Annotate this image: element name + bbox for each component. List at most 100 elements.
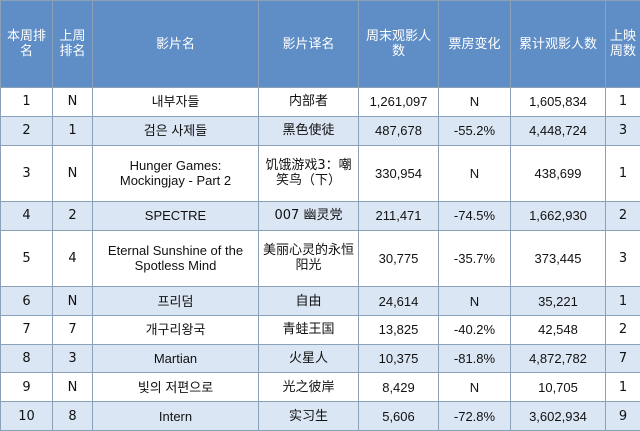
cell-title-cn: 美丽心灵的永恒阳光 (258, 229, 359, 288)
header-total-admissions: 累计观影人数 (510, 0, 606, 88)
cell-title: 프리덤 (92, 286, 259, 316)
cell-prev-rank: 7 (52, 314, 93, 345)
cell-total-admissions: 3,602,934 (510, 401, 606, 431)
header-weeks: 上映周数 (605, 0, 640, 88)
cell-title: 내부자들 (92, 87, 259, 117)
cell-prev-rank: N (52, 286, 93, 316)
cell-total-admissions: 10,705 (510, 372, 606, 403)
cell-title-cn: 青蛙王国 (258, 314, 359, 345)
cell-rank: 6 (0, 286, 53, 316)
cell-change: -72.8% (438, 401, 511, 431)
cell-title: 빛의 저편으로 (92, 372, 259, 403)
table-row: 7 7 개구리왕국 青蛙王国 13,825 -40.2% 42,548 2 (0, 314, 640, 345)
cell-title-cn: 黑色使徒 (258, 115, 359, 146)
cell-total-admissions: 438,699 (510, 144, 606, 202)
cell-weekend-admissions: 487,678 (358, 115, 439, 146)
cell-weekend-admissions: 24,614 (358, 286, 439, 316)
cell-weekend-admissions: 1,261,097 (358, 87, 439, 117)
header-title: 影片名 (92, 0, 259, 88)
table-row: 3 N Hunger Games: Mockingjay - Part 2 饥饿游戏3… (0, 144, 640, 202)
cell-prev-rank: N (52, 87, 93, 117)
cell-rank: 10 (0, 401, 53, 431)
cell-title: Martian (92, 343, 259, 374)
header-prev-rank: 上周排名 (52, 0, 93, 88)
cell-total-admissions: 42,548 (510, 314, 606, 345)
cell-rank: 5 (0, 229, 53, 288)
cell-rank: 4 (0, 200, 53, 231)
cell-change: N (438, 87, 511, 117)
cell-title: SPECTRE (92, 200, 259, 231)
cell-weeks: 1 (605, 372, 640, 403)
cell-weekend-admissions: 10,375 (358, 343, 439, 374)
cell-change: -74.5% (438, 200, 511, 231)
cell-change: N (438, 372, 511, 403)
cell-weeks: 1 (605, 286, 640, 316)
cell-total-admissions: 4,872,782 (510, 343, 606, 374)
cell-weeks: 2 (605, 314, 640, 345)
cell-title-cn: 饥饿游戏3：嘲笑鸟（下） (258, 144, 359, 202)
cell-total-admissions: 1,605,834 (510, 87, 606, 117)
table-row: 2 1 검은 사제들 黑色使徒 487,678 -55.2% 4,448,724 3 (0, 115, 640, 146)
cell-weekend-admissions: 8,429 (358, 372, 439, 403)
cell-title: Eternal Sunshine of the Spotless Mind (92, 229, 259, 288)
table-row: 6 N 프리덤 自由 24,614 N 35,221 1 (0, 286, 640, 316)
cell-title-cn: 内部者 (258, 87, 359, 117)
cell-prev-rank: 1 (52, 115, 93, 146)
cell-title: 개구리왕국 (92, 314, 259, 345)
table-header: 本周排名 上周排名 影片名 影片译名 周末观影人数 票房变化 累计观影人数 上映… (0, 0, 640, 88)
header-row: 本周排名 上周排名 影片名 影片译名 周末观影人数 票房变化 累计观影人数 上映… (0, 0, 640, 88)
cell-total-admissions: 1,662,930 (510, 200, 606, 231)
cell-title-cn: 007 幽灵党 (258, 200, 359, 231)
cell-weeks: 7 (605, 343, 640, 374)
cell-rank: 9 (0, 372, 53, 403)
cell-title: Hunger Games: Mockingjay - Part 2 (92, 144, 259, 202)
cell-title: 검은 사제들 (92, 115, 259, 146)
cell-weekend-admissions: 30,775 (358, 229, 439, 288)
cell-rank: 8 (0, 343, 53, 374)
cell-title-cn: 自由 (258, 286, 359, 316)
cell-change: N (438, 144, 511, 202)
cell-prev-rank: 4 (52, 229, 93, 288)
cell-rank: 7 (0, 314, 53, 345)
cell-rank: 2 (0, 115, 53, 146)
cell-prev-rank: N (52, 144, 93, 202)
cell-change: -35.7% (438, 229, 511, 288)
cell-weeks: 3 (605, 229, 640, 288)
cell-rank: 1 (0, 87, 53, 117)
cell-weekend-admissions: 211,471 (358, 200, 439, 231)
cell-weeks: 9 (605, 401, 640, 431)
cell-title-cn: 实习生 (258, 401, 359, 431)
cell-change: -40.2% (438, 314, 511, 345)
cell-weekend-admissions: 13,825 (358, 314, 439, 345)
cell-change: -55.2% (438, 115, 511, 146)
cell-total-admissions: 4,448,724 (510, 115, 606, 146)
cell-change: -81.8% (438, 343, 511, 374)
cell-weeks: 1 (605, 87, 640, 117)
cell-total-admissions: 373,445 (510, 229, 606, 288)
cell-prev-rank: N (52, 372, 93, 403)
table-row: 10 8 Intern 实习生 5,606 -72.8% 3,602,934 9 (0, 401, 640, 431)
table-row: 9 N 빛의 저편으로 光之彼岸 8,429 N 10,705 1 (0, 372, 640, 403)
table-row: 5 4 Eternal Sunshine of the Spotless Mind 美… (0, 229, 640, 288)
cell-title: Intern (92, 401, 259, 431)
table-body: 1 N 내부자들 内部者 1,261,097 N 1,605,834 1 2 1 검은 사제들 黑色使… (0, 87, 640, 431)
cell-title-cn: 火星人 (258, 343, 359, 374)
cell-weeks: 2 (605, 200, 640, 231)
cell-total-admissions: 35,221 (510, 286, 606, 316)
table-row: 4 2 SPECTRE 007 幽灵党 211,471 -74.5% 1,662,930 2 (0, 200, 640, 231)
cell-title-cn: 光之彼岸 (258, 372, 359, 403)
cell-prev-rank: 3 (52, 343, 93, 374)
header-change: 票房变化 (438, 0, 511, 88)
cell-change: N (438, 286, 511, 316)
header-title-cn: 影片译名 (258, 0, 359, 88)
header-rank: 本周排名 (0, 0, 53, 88)
table-row: 8 3 Martian 火星人 10,375 -81.8% 4,872,782 7 (0, 343, 640, 374)
header-weekend-admissions: 周末观影人数 (358, 0, 439, 88)
cell-prev-rank: 2 (52, 200, 93, 231)
cell-weeks: 3 (605, 115, 640, 146)
cell-weekend-admissions: 330,954 (358, 144, 439, 202)
cell-prev-rank: 8 (52, 401, 93, 431)
cell-weeks: 1 (605, 144, 640, 202)
